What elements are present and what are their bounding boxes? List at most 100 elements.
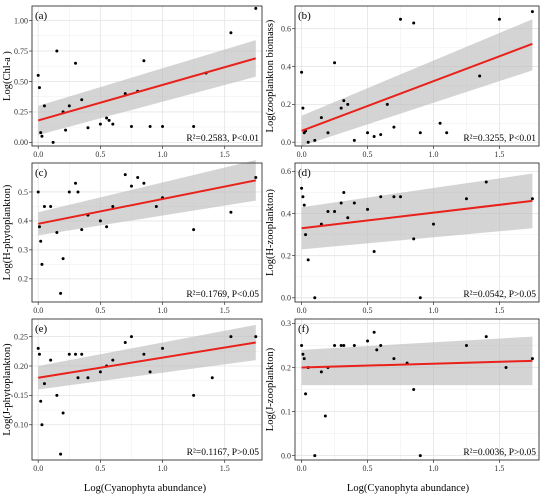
x-tick-label: 1.0 (428, 150, 438, 159)
x-axis-title-left: Log(Cyanophyta abundance) (84, 483, 207, 494)
x-tick-label: 1.5 (494, 306, 504, 315)
data-point (55, 231, 59, 234)
data-point (98, 122, 102, 126)
data-point (352, 343, 356, 347)
x-tick-label: 0.0 (33, 306, 43, 315)
data-point (352, 138, 356, 142)
panel-f: 0.0 0.5 1.0 1.5 0.0 0.1 0.2 0.3 (f) R²=0.0036, P>… (265, 318, 540, 473)
x-tick-label: 0.5 (363, 464, 373, 473)
panel-border (31, 318, 263, 461)
data-point (59, 291, 63, 295)
x-tick-label: 0.5 (95, 150, 105, 159)
x-tick-label: 0.5 (363, 150, 373, 159)
data-point (306, 258, 310, 262)
y-tick-label: 0.5 (18, 188, 28, 197)
panels: 0.0 0.5 1.0 1.5 0.00 0.25 0.50 0.75 1.00 (a) R²=0.… (2, 5, 540, 473)
data-point (302, 357, 306, 361)
data-point (107, 118, 111, 122)
data-point (372, 330, 376, 334)
data-point (438, 121, 442, 125)
x-tick-label: 1.0 (158, 306, 168, 315)
data-point (352, 201, 356, 205)
y-axis-title: Log(Chl-a ) (2, 51, 13, 101)
data-point (129, 335, 133, 339)
x-tick-label: 1.5 (494, 150, 504, 159)
data-point (161, 125, 165, 129)
data-point (392, 195, 396, 199)
data-point (254, 175, 258, 179)
data-point (375, 348, 379, 352)
regression-line (301, 199, 533, 230)
y-axis-title: Log(J-zooplankton) (265, 347, 276, 431)
y-tick-label: 0.00 (14, 138, 28, 147)
data-point (142, 352, 146, 356)
data-point (154, 204, 158, 208)
data-point (36, 346, 40, 350)
data-point (504, 365, 508, 369)
data-point (74, 352, 78, 356)
data-point (392, 357, 396, 361)
x-tick-label: 1.5 (220, 464, 230, 473)
stat-annotation: R²=0.0542, P>0.05 (463, 290, 536, 300)
data-point (39, 399, 43, 403)
data-point (445, 131, 449, 135)
data-point (148, 370, 152, 374)
data-point (366, 131, 370, 135)
data-point (478, 74, 482, 78)
data-point (333, 61, 337, 65)
y-tick-label: 0.75 (14, 47, 28, 56)
panel-border (294, 318, 540, 461)
y-axis-title: Log(H-zooplankton) (265, 189, 276, 276)
stat-annotation: R²=0.1167, P>0.05 (187, 448, 260, 458)
y-tick-label: 0.50 (14, 77, 28, 86)
confidence-band (38, 160, 256, 236)
data-point (300, 343, 304, 347)
data-point (379, 343, 383, 347)
data-point (40, 134, 44, 138)
data-point (64, 128, 68, 132)
panel-b: 0.0 0.5 1.0 1.5 0.0 0.2 0.4 0.6 (b) R²=0.3255, P<… (265, 5, 540, 159)
data-point (142, 181, 146, 185)
y-tick-label: 0.0 (281, 294, 291, 303)
data-point (80, 228, 84, 232)
y-tick-label: 0.2 (18, 275, 28, 284)
x-tick-label: 0.0 (297, 306, 307, 315)
data-point (129, 184, 133, 188)
data-point (192, 228, 196, 232)
panel-border (31, 5, 263, 147)
data-point (418, 454, 422, 458)
data-point (431, 222, 435, 226)
data-point (39, 131, 43, 135)
data-point (111, 122, 115, 126)
data-point (86, 376, 90, 380)
data-point (346, 102, 350, 106)
data-point (346, 216, 350, 220)
data-point (210, 376, 214, 380)
stat-annotation: R²=0.2583, P<0.01 (186, 134, 259, 144)
data-point (39, 239, 43, 243)
y-tick-label: 0.2 (281, 363, 291, 372)
data-point (366, 207, 370, 211)
data-point (301, 195, 305, 199)
data-point (412, 388, 416, 391)
data-point (229, 335, 233, 339)
data-point (333, 343, 337, 347)
data-point (339, 343, 343, 347)
data-point (484, 335, 488, 339)
data-point (86, 126, 90, 130)
data-point (67, 104, 71, 108)
data-point (372, 135, 376, 139)
regression-line (38, 341, 256, 379)
confidence-band (301, 19, 533, 147)
data-point (339, 106, 343, 110)
y-tick-label: 0.6 (281, 25, 291, 34)
data-point (530, 197, 534, 201)
x-tick-label: 1.5 (220, 150, 230, 159)
x-tick-label: 1.0 (158, 150, 168, 159)
y-tick-label: 0.0 (281, 138, 291, 147)
y-tick-label: 0.1 (281, 407, 291, 416)
y-tick-label: 0.2 (281, 251, 291, 260)
data-point (254, 6, 258, 10)
y-tick-label: 0.6 (281, 167, 291, 176)
data-point (98, 219, 102, 223)
